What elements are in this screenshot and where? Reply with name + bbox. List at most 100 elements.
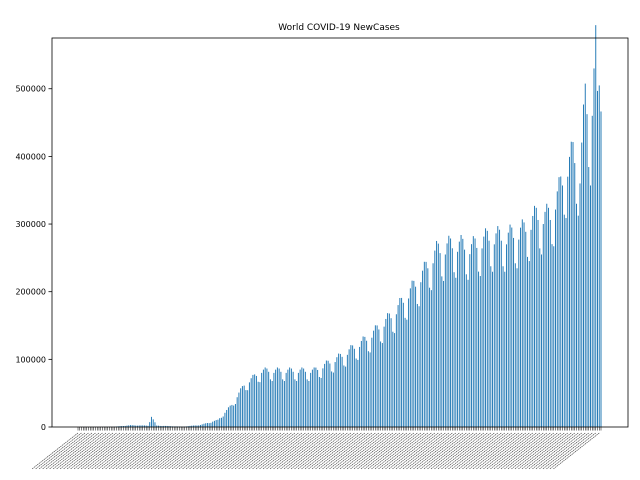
bar: [196, 425, 198, 427]
bar: [236, 397, 238, 427]
bar: [338, 353, 340, 427]
bar: [444, 254, 446, 427]
bar: [504, 271, 506, 427]
bar: [483, 236, 485, 427]
bar: [551, 244, 553, 427]
bar: [394, 333, 396, 427]
x-tick-label: [301, 432, 348, 470]
bar: [280, 371, 282, 427]
x-tick-label: [56, 432, 103, 470]
bar: [254, 374, 256, 427]
bar: [276, 367, 278, 427]
bar: [133, 425, 135, 427]
bar: [560, 176, 562, 427]
x-tick-label: [311, 432, 359, 470]
bar: [296, 381, 298, 427]
x-tick-label: [469, 432, 516, 470]
x-tick-label: [210, 432, 257, 470]
x-tick-label: [318, 432, 366, 470]
x-tick-label: [441, 432, 488, 470]
x-tick-label: [357, 432, 404, 470]
x-tick-label: [154, 432, 201, 470]
bar: [527, 256, 529, 427]
bar: [259, 382, 261, 427]
bar: [194, 425, 196, 427]
bar: [248, 382, 250, 427]
x-tick-label: [171, 432, 219, 470]
x-tick-label: [483, 432, 530, 470]
bar: [502, 266, 504, 427]
bar: [352, 345, 354, 427]
bar: [357, 359, 359, 427]
bar: [325, 360, 327, 427]
x-tick-label: [476, 432, 523, 470]
bar: [549, 219, 551, 427]
x-tick-label: [297, 432, 345, 470]
bar: [269, 379, 271, 427]
bar: [360, 340, 362, 427]
bar: [145, 425, 147, 427]
x-tick-label: [266, 432, 313, 470]
bar: [206, 423, 208, 427]
x-tick-label: [360, 432, 408, 470]
bar: [229, 405, 231, 427]
x-tick-label: [182, 432, 229, 470]
bar: [495, 233, 497, 427]
bar: [329, 363, 331, 427]
bar: [367, 351, 369, 427]
bar: [311, 369, 313, 427]
bar: [278, 368, 280, 427]
bar: [448, 235, 450, 427]
bar: [359, 346, 361, 427]
bar: [404, 317, 406, 427]
bar: [364, 336, 366, 427]
bar: [304, 371, 306, 427]
x-tick-label: [241, 432, 289, 470]
bar: [539, 248, 541, 427]
bar: [471, 244, 473, 427]
bar: [455, 277, 457, 427]
x-tick-label: [395, 432, 443, 470]
bar: [238, 392, 240, 427]
bar: [210, 422, 212, 427]
bar: [532, 215, 534, 427]
x-tick-label: [192, 432, 240, 470]
bar: [332, 372, 334, 427]
x-tick-label: [448, 432, 495, 470]
bar: [409, 288, 411, 427]
bar: [310, 372, 312, 427]
bar: [523, 222, 525, 427]
bar: [478, 271, 480, 427]
x-tick-label: [437, 432, 484, 470]
bar: [581, 142, 583, 428]
x-tick-label: [63, 432, 110, 470]
bar: [150, 416, 152, 427]
x-tick-label: [224, 432, 271, 470]
x-tick-label: [136, 432, 184, 470]
bar: [268, 371, 270, 427]
bar: [465, 274, 467, 427]
bar: [353, 348, 355, 427]
bar: [226, 409, 228, 427]
bar: [472, 236, 474, 427]
bar: [411, 280, 413, 427]
bar: [275, 369, 277, 427]
x-tick-label: [143, 432, 191, 470]
bar: [152, 419, 154, 427]
bar: [583, 104, 584, 428]
x-tick-label: [234, 432, 282, 470]
bar: [339, 353, 341, 427]
bar: [187, 426, 189, 427]
bar: [485, 228, 487, 427]
bar: [429, 287, 431, 427]
bar: [320, 377, 322, 427]
bar: [392, 331, 394, 427]
bar: [292, 371, 294, 427]
bar: [285, 372, 287, 427]
y-tick-label: 400000: [15, 152, 46, 161]
bar: [273, 372, 275, 427]
bar: [570, 141, 572, 428]
bar: [156, 425, 158, 427]
x-tick-label: [203, 432, 250, 470]
